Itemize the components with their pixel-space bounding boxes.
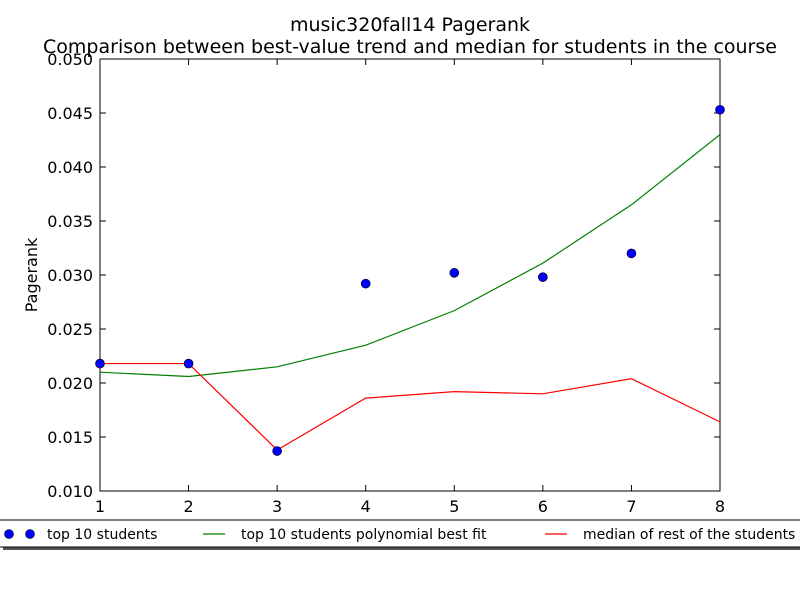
y-tick-label: 0.010	[47, 482, 93, 501]
legend-label: median of rest of the students	[583, 527, 795, 543]
legend-marker	[25, 529, 35, 539]
x-tick-label: 7	[626, 497, 636, 516]
y-tick-label: 0.035	[47, 212, 93, 231]
y-tick-label: 0.050	[47, 50, 93, 69]
x-tick-label: 2	[183, 497, 193, 516]
legend-label: top 10 students	[47, 527, 157, 543]
axes-frame	[99, 58, 721, 492]
y-tick-label: 0.045	[47, 104, 93, 123]
chart-title: music320fall14 Pagerank	[290, 14, 530, 36]
x-tick-label: 6	[538, 497, 548, 516]
x-tick-label: 1	[95, 497, 105, 516]
y-tick-label: 0.025	[47, 320, 93, 339]
x-tick-label: 8	[715, 497, 725, 516]
legend: top 10 students top 10 students polynomia…	[0, 519, 800, 550]
series-line-1	[100, 134, 720, 378]
series-line-2	[100, 362, 720, 451]
data-point	[272, 446, 282, 456]
data-point	[449, 268, 460, 278]
y-tick-label: 0.040	[47, 158, 93, 177]
x-tick-label: 3	[272, 497, 282, 516]
y-tick-label: 0.020	[47, 374, 93, 393]
series-group	[100, 134, 720, 451]
legend-box	[0, 519, 800, 548]
x-tick-label: 4	[361, 497, 371, 516]
data-point	[538, 272, 548, 282]
y-tick-label: 0.015	[47, 428, 93, 447]
data-point	[183, 358, 194, 369]
legend-marker	[4, 529, 14, 539]
y-axis-label: Pagerank	[22, 237, 41, 312]
plot-area: 0.010 0.015 0.020 0.025 0.030 0.035 0.040 0.045…	[47, 50, 725, 516]
legend-label: top 10 students polynomial best fit	[241, 527, 487, 543]
data-point	[626, 248, 637, 259]
data-point	[360, 278, 371, 289]
chart-subtitle: Comparison between best-value trend and …	[43, 36, 777, 58]
data-point	[715, 104, 725, 115]
y-tick-label: 0.030	[47, 266, 93, 285]
data-point	[95, 358, 105, 369]
x-tick-label: 5	[449, 497, 459, 516]
